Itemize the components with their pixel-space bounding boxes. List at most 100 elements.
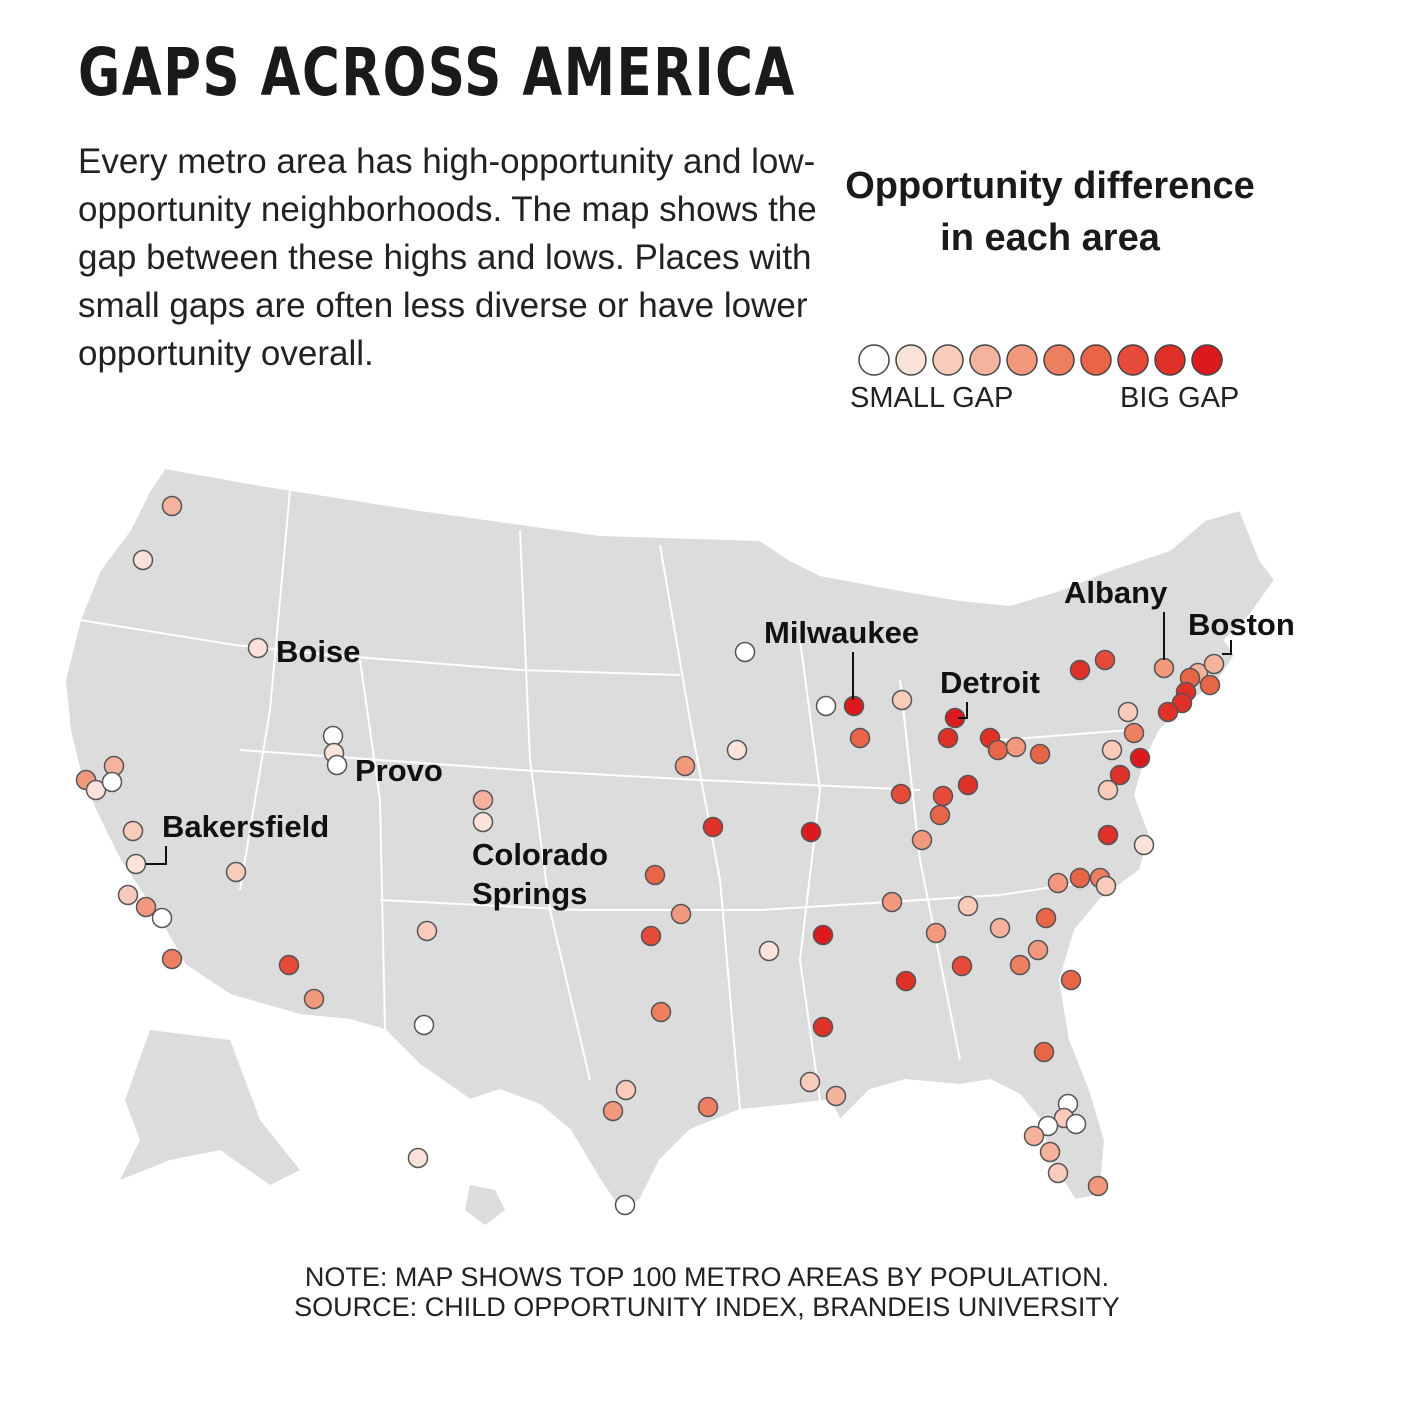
metro-dot — [726, 739, 748, 761]
metro-dot — [881, 891, 903, 913]
metro-dot — [640, 925, 662, 947]
metro-dot — [1033, 1041, 1055, 1063]
metro-dot — [1039, 1141, 1061, 1163]
metro-dot — [247, 637, 269, 659]
legend-dot — [1080, 344, 1112, 376]
metro-dot — [1153, 657, 1175, 679]
metro-dot — [812, 1016, 834, 1038]
metro-dot — [937, 727, 959, 749]
metro-dot — [1065, 1113, 1087, 1135]
metro-dot — [1129, 747, 1151, 769]
label-milwaukee: Milwaukee — [764, 615, 919, 650]
metro-dot — [1094, 649, 1116, 671]
legend-dot — [932, 344, 964, 376]
metro-dot — [132, 549, 154, 571]
metro-dot — [957, 774, 979, 796]
hawaii-landmass — [465, 1185, 505, 1225]
metro-dots — [75, 495, 1225, 1216]
intro-text: Every metro area has high-opportunity an… — [78, 142, 817, 373]
boston-leader — [1222, 640, 1232, 655]
label-boston: Boston — [1188, 607, 1295, 642]
detroit-leader — [958, 702, 968, 719]
metro-dot — [1109, 764, 1131, 786]
metro-dot — [416, 920, 438, 942]
metro-dot — [125, 853, 147, 875]
metro-dot — [925, 922, 947, 944]
metro-dot — [1035, 907, 1057, 929]
metro-dot — [702, 816, 724, 838]
metro-dot — [932, 785, 954, 807]
metro-dot — [650, 1001, 672, 1023]
legend-title: Opportunity difference in each area — [845, 165, 1255, 259]
metro-dot — [303, 988, 325, 1010]
metro-dot — [849, 727, 871, 749]
metro-dot — [644, 864, 666, 886]
map-svg: Boise Provo Bakersfield Colorado Springs… — [63, 466, 1295, 1225]
label-colorado-springs-2: Springs — [472, 876, 587, 911]
metro-dot — [413, 1014, 435, 1036]
metro-dot — [278, 954, 300, 976]
state-borders — [79, 489, 1131, 1111]
metro-dot — [825, 1085, 847, 1107]
metro-dot — [1199, 674, 1221, 696]
legend-dot — [1117, 344, 1149, 376]
metro-dot — [1060, 969, 1082, 991]
metro-dot — [951, 955, 973, 977]
us-map: Boise Provo Bakersfield Colorado Springs… — [0, 440, 1414, 1240]
metro-dot — [1047, 1162, 1069, 1184]
metro-dot — [758, 940, 780, 962]
metro-dot — [85, 779, 107, 801]
metro-dot — [1097, 779, 1119, 801]
metro-dot — [151, 907, 173, 929]
metro-dot — [117, 884, 139, 906]
metro-dot — [1157, 701, 1179, 723]
label-colorado-springs-1: Colorado — [472, 837, 608, 872]
metro-dot — [1133, 834, 1155, 856]
metro-dot — [987, 739, 1009, 761]
metro-dot — [1023, 1125, 1045, 1147]
metro-dot — [674, 755, 696, 777]
metro-dot — [122, 820, 144, 842]
metro-dot — [135, 896, 157, 918]
metro-dot — [895, 970, 917, 992]
legend-dot — [1043, 344, 1075, 376]
metro-dot — [1005, 736, 1027, 758]
metro-dot — [1087, 1175, 1109, 1197]
metro-dot — [697, 1096, 719, 1118]
metro-dot — [957, 895, 979, 917]
metro-dot — [670, 903, 692, 925]
legend-small-gap-label: SMALL GAP — [850, 382, 1014, 414]
legend: Opportunity difference in each area SMAL… — [840, 160, 1260, 414]
metro-dot — [1009, 954, 1031, 976]
metro-dot — [326, 754, 348, 776]
metro-dot — [1037, 1115, 1059, 1137]
metro-dot — [815, 695, 837, 717]
legend-scale — [858, 344, 1223, 376]
metro-dot — [989, 917, 1011, 939]
metro-dot — [1117, 701, 1139, 723]
page-title: GAPS ACROSS AMERICA — [78, 34, 796, 111]
note-line: NOTE: MAP SHOWS TOP 100 METRO AREAS BY P… — [304, 1262, 1110, 1292]
legend-dot — [1154, 344, 1186, 376]
metro-dot — [800, 821, 822, 843]
metro-dot — [602, 1100, 624, 1122]
metro-dot — [161, 948, 183, 970]
legend-dot — [895, 344, 927, 376]
metro-dot — [225, 861, 247, 883]
metro-dot — [734, 641, 756, 663]
metro-dot — [1203, 653, 1225, 675]
metro-dot — [1101, 739, 1123, 761]
metro-dot — [1029, 743, 1051, 765]
metro-dot — [322, 725, 344, 747]
source-line: SOURCE: CHILD OPPORTUNITY INDEX, BRANDEI… — [294, 1292, 1120, 1322]
label-provo: Provo — [355, 753, 443, 788]
metro-dot — [407, 1147, 429, 1169]
metro-dot — [1069, 659, 1091, 681]
legend-dot — [858, 344, 890, 376]
metro-dot — [929, 804, 951, 826]
metro-dot — [472, 811, 494, 833]
label-boise: Boise — [276, 634, 360, 669]
label-albany: Albany — [1064, 575, 1168, 610]
metro-dot — [911, 829, 933, 851]
metro-dot — [1069, 867, 1091, 889]
